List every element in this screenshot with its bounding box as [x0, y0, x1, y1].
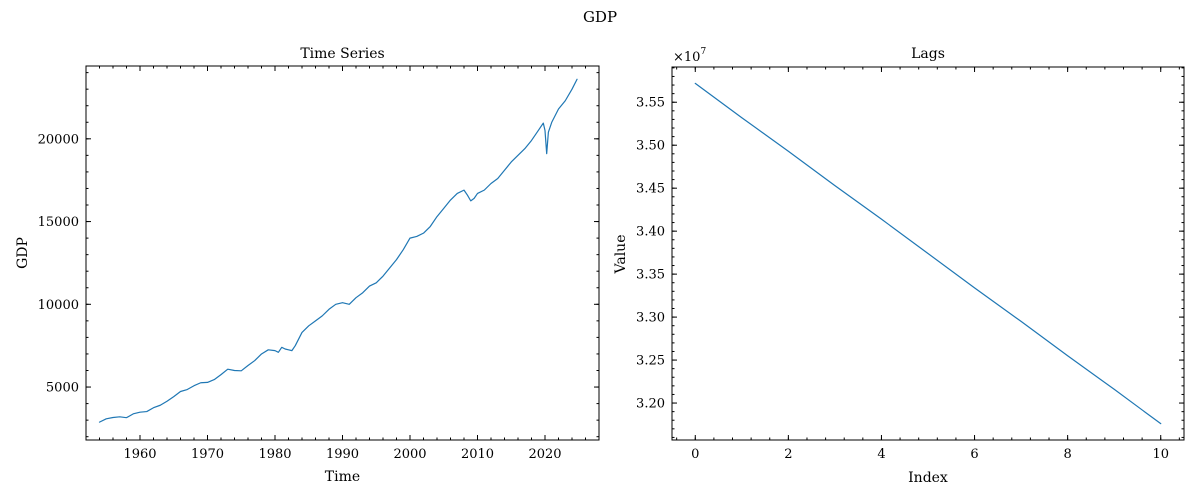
- time-series-x-tick-label: 2010: [461, 447, 494, 462]
- lags-y-tick-label: 3.35: [636, 268, 665, 283]
- lags-y-label: Value: [613, 235, 629, 275]
- lags-x-tick-label: 10: [1152, 447, 1169, 462]
- lags-offset-base: ×10: [673, 50, 700, 65]
- time-series-y-tick-label: 20000: [38, 132, 79, 147]
- time-series-x-tick-label: 2000: [393, 447, 426, 462]
- lags-x-label: Index: [908, 470, 948, 486]
- lags-x-tick-label: 6: [970, 447, 978, 462]
- lags-ticks: [672, 67, 1184, 440]
- time-series-x-tick-label: 1960: [123, 447, 156, 462]
- time-series-ticks: [85, 66, 600, 440]
- lags-y-tick-label: 3.25: [636, 354, 665, 369]
- time-series-y-label: GDP: [15, 237, 31, 269]
- lags-x-tick-label: 0: [691, 447, 699, 462]
- time-series-x-tick-label: 1970: [191, 447, 224, 462]
- lags-offset-text: ×107: [673, 47, 706, 65]
- time-series-series-line: [98, 78, 578, 423]
- time-series-y-tick-label: 15000: [38, 215, 79, 230]
- lags-y-tick-label: 3.20: [636, 397, 665, 412]
- time-series-x-tick-label: 2020: [528, 447, 561, 462]
- lags-y-tick-label: 3.30: [636, 311, 665, 326]
- time-series-y-tick-label: 5000: [46, 381, 79, 396]
- time-series-x-tick-label: 1980: [258, 447, 291, 462]
- lags-series-line: [694, 82, 1162, 425]
- lags-x-tick-label: 8: [1063, 447, 1071, 462]
- lags-y-tick-label: 3.55: [636, 96, 665, 111]
- time-series-x-label: Time: [325, 469, 360, 485]
- lags-title: Lags: [911, 46, 945, 62]
- lags-y-tick-label: 3.40: [636, 225, 665, 240]
- time-series-title: Time Series: [300, 46, 384, 62]
- lags-x-tick-label: 4: [877, 447, 885, 462]
- time-series-x-tick-label: 1990: [326, 447, 359, 462]
- lags-plot-frame: [671, 66, 1185, 441]
- lags-offset-exponent: 7: [700, 47, 706, 57]
- lags-y-tick-label: 3.50: [636, 139, 665, 154]
- lags-y-tick-label: 3.45: [636, 182, 665, 197]
- lags-panel: Lags Index Value ×107 0 2 4 6 8 10 3.20 3.25 3.3…: [613, 46, 1185, 486]
- lags-x-tick-label: 2: [784, 447, 792, 462]
- time-series-plot-frame: [85, 65, 600, 441]
- time-series-panel: Time Series Time GDP 1960 1970 1980 1990 200…: [15, 46, 600, 485]
- time-series-y-tick-label: 10000: [38, 298, 79, 313]
- figure-title: GDP: [583, 8, 617, 26]
